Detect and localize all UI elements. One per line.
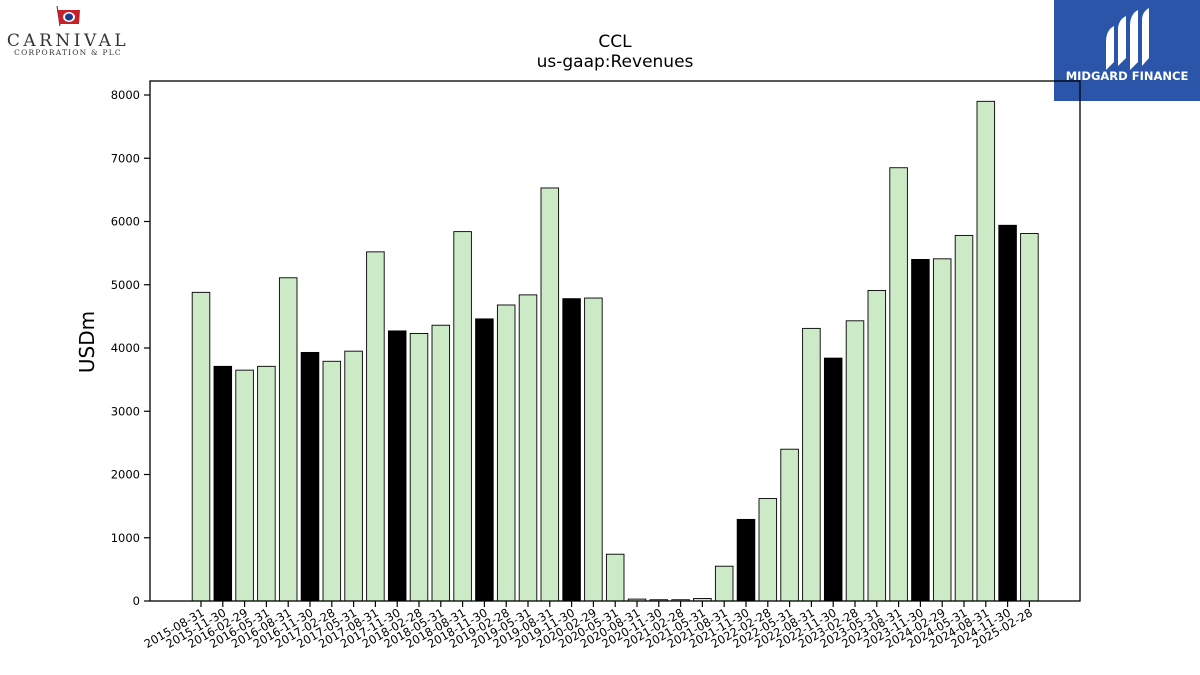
chart-subtitle: us-gaap:Revenues xyxy=(536,52,694,72)
bar-2019-05-31 xyxy=(518,294,538,602)
bar-2023-08-31 xyxy=(889,167,908,602)
bar-2022-05-31 xyxy=(780,448,799,602)
bar-2020-02-29 xyxy=(584,297,603,602)
y-tick-label: 3000 xyxy=(111,404,140,418)
bar-2018-08-31 xyxy=(453,231,472,602)
y-tick-label: 2000 xyxy=(111,468,140,482)
carnival-flag-icon xyxy=(56,5,80,27)
carnival-logo-subtitle: CORPORATION & PLC xyxy=(14,48,122,57)
midgard-finance-logo: MIDGARD FINANCE xyxy=(1054,0,1200,101)
bar-2018-05-31 xyxy=(431,324,451,602)
bar-2023-11-30 xyxy=(911,259,930,602)
bar-2022-08-31 xyxy=(802,327,821,602)
bar-2016-08-31 xyxy=(278,277,298,602)
midgard-logo-name: MIDGARD FINANCE xyxy=(1066,69,1189,83)
bar-2015-08-31 xyxy=(191,291,211,602)
bar-2024-11-30 xyxy=(998,224,1017,602)
bar-2022-02-28 xyxy=(758,498,778,602)
carnival-logo: CARNIVAL CORPORATION & PLC xyxy=(0,0,140,60)
y-tick-label: 0 xyxy=(133,594,140,608)
bar-2024-02-29 xyxy=(932,258,952,602)
y-tick-label: 8000 xyxy=(111,88,140,102)
bar-2023-02-28 xyxy=(845,320,865,602)
y-tick-label: 5000 xyxy=(111,278,140,292)
bar-2018-02-28 xyxy=(409,333,429,602)
bar-2016-11-30 xyxy=(300,351,320,602)
bar-2017-08-31 xyxy=(366,251,385,602)
midgard-logo-background xyxy=(1054,0,1200,101)
bar-2018-11-30 xyxy=(475,318,494,602)
bar-2019-02-28 xyxy=(496,304,516,602)
y-tick-label: 4000 xyxy=(111,341,140,355)
plot-frame xyxy=(149,80,1081,602)
bar-2016-05-31 xyxy=(257,365,276,602)
bar-2019-11-30 xyxy=(562,298,581,602)
y-tick-label: 6000 xyxy=(111,215,140,229)
chart-title: CCL xyxy=(598,32,632,52)
y-tick-label: 1000 xyxy=(111,531,140,545)
bar-2025-02-28 xyxy=(1020,233,1039,602)
bar-2021-11-30 xyxy=(736,518,756,602)
bar-2017-02-28 xyxy=(322,360,342,602)
bar-2021-08-31 xyxy=(714,565,734,602)
bar-2016-02-29 xyxy=(235,369,254,602)
midgard-emblem-icon xyxy=(1106,8,1149,70)
bar-2022-11-30 xyxy=(823,357,843,602)
y-axis-label: USDm xyxy=(75,311,99,373)
bar-2024-08-31 xyxy=(976,100,996,602)
bar-2015-11-30 xyxy=(213,365,233,602)
bar-2020-05-31 xyxy=(605,553,625,602)
y-tick-label: 7000 xyxy=(111,151,140,165)
bar-2023-05-31 xyxy=(867,289,887,602)
bar-2024-05-31 xyxy=(954,234,974,602)
bar-2017-05-31 xyxy=(344,350,363,602)
bar-2017-11-30 xyxy=(387,330,407,602)
bar-2019-08-31 xyxy=(540,187,560,602)
carnival-logo-name: CARNIVAL xyxy=(7,31,129,51)
